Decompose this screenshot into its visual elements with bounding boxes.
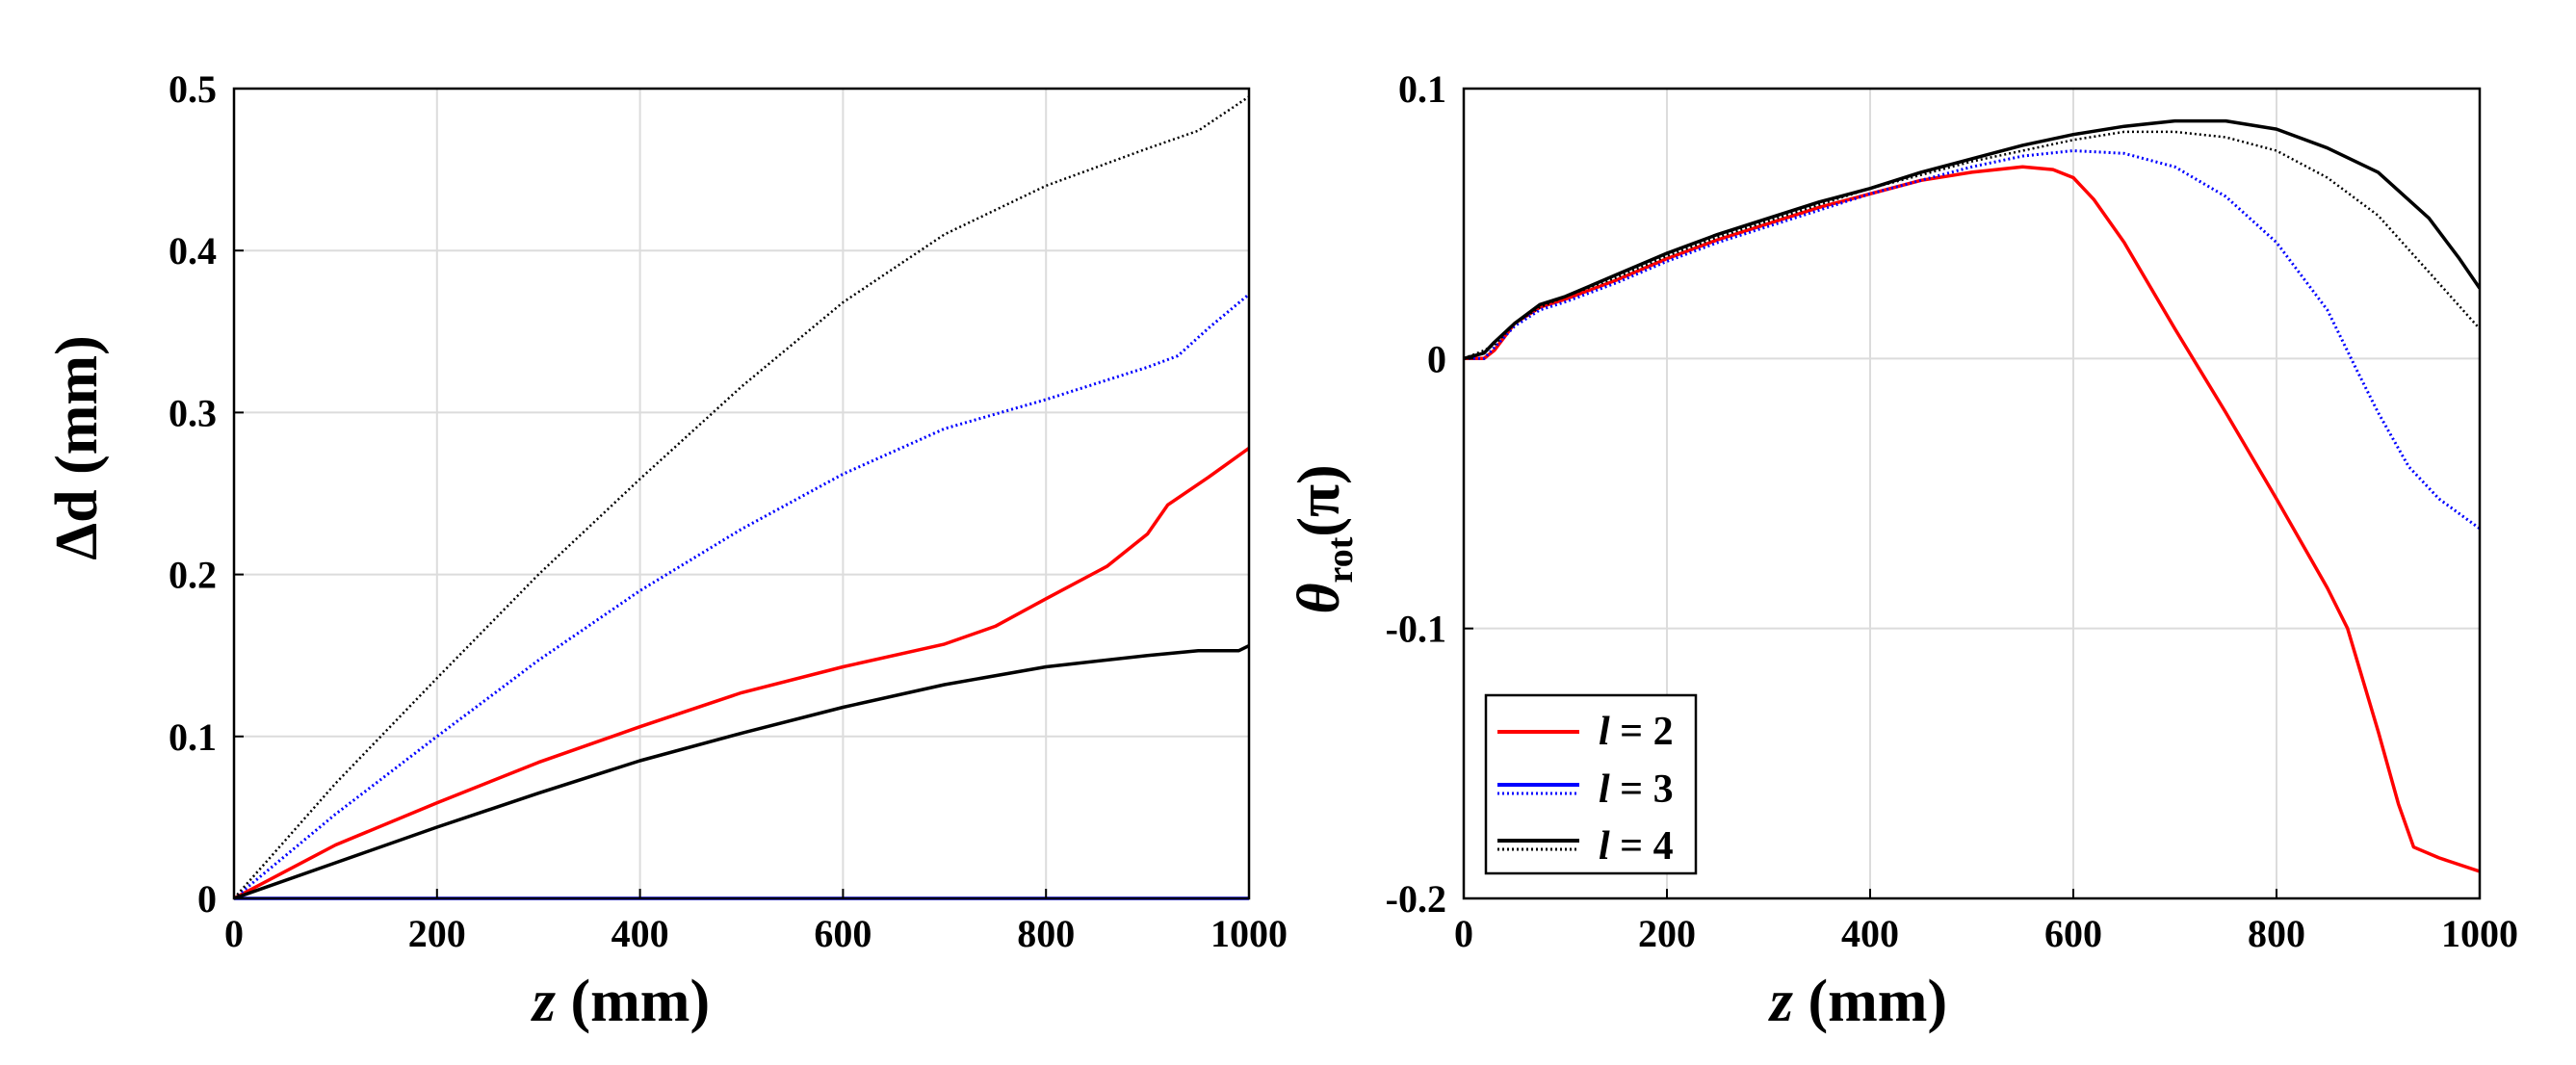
right-y-axis-label: θrot(π): [1287, 464, 1361, 613]
right-x-tick-label-5: 1000: [2441, 912, 2518, 955]
left-y-tick-label-3: 0.3: [169, 391, 217, 434]
left-x-axis-label: z (mm): [531, 969, 710, 1034]
legend-item-l4: l = 4: [1497, 824, 1674, 869]
left-y-tick-label-1: 0.1: [169, 715, 217, 759]
right-y-tick-label-1: -0.1: [1386, 608, 1446, 651]
right-y-tick-label-3: 0.1: [1398, 67, 1446, 111]
left-y-axis-label: Δd (mm): [44, 335, 110, 559]
right-series-l-2: [1464, 165, 2480, 873]
legend-item-l3: l = 3: [1497, 767, 1674, 812]
left-x-tick-label-0: 0: [224, 912, 244, 955]
left-x-tick-label-1: 200: [408, 912, 466, 955]
left-series-l-3-solid: [234, 644, 1249, 900]
legend-label-l3: l = 3: [1599, 767, 1674, 812]
right-series-l-3: [1464, 149, 2480, 531]
right-x-tick-label-2: 400: [1841, 912, 1899, 955]
right-y-tick-label-0: -0.2: [1386, 877, 1446, 921]
left-series-l-4-dotted: [234, 95, 1249, 899]
left-y-tick-label-0: 0: [197, 877, 217, 921]
right-x-tick-label-0: 0: [1454, 912, 1473, 955]
right-x-tick-label-1: 200: [1638, 912, 1696, 955]
legend-label-l2: l = 2: [1599, 710, 1674, 754]
left-chart-panel: 0 200 400 600 800 1000 0 0.1 0.2 0.3 0.4 0.5: [169, 67, 1288, 955]
legend-item-l2: l = 2: [1497, 710, 1674, 754]
right-x-axis-label: z (mm): [1768, 969, 1947, 1034]
left-x-tick-label-3: 600: [814, 912, 872, 955]
legend: l = 2 l = 3 l = 4: [1484, 693, 1698, 875]
right-series-l-4-solid: [1464, 118, 2480, 360]
left-plot-frame: [232, 87, 1251, 900]
left-y-tick-label-4: 0.4: [169, 229, 217, 273]
left-y-tick-label-2: 0.2: [169, 554, 217, 597]
right-y-tick-label-2: 0: [1427, 337, 1446, 380]
left-x-tick-label-2: 400: [611, 912, 669, 955]
left-x-tick-label-4: 800: [1017, 912, 1075, 955]
right-x-tick-label-3: 600: [2044, 912, 2102, 955]
left-y-tick-label-5: 0.5: [169, 67, 217, 111]
right-series-l-4-dotted: [1464, 130, 2480, 360]
right-x-tick-label-4: 800: [2248, 912, 2305, 955]
right-plot-frame: [1462, 87, 2482, 900]
left-x-tick-label-5: 1000: [1210, 912, 1288, 955]
left-series-l-3-dotted: [234, 293, 1249, 900]
left-series-l-2-solid: [234, 446, 1249, 900]
legend-label-l4: l = 4: [1599, 824, 1674, 869]
